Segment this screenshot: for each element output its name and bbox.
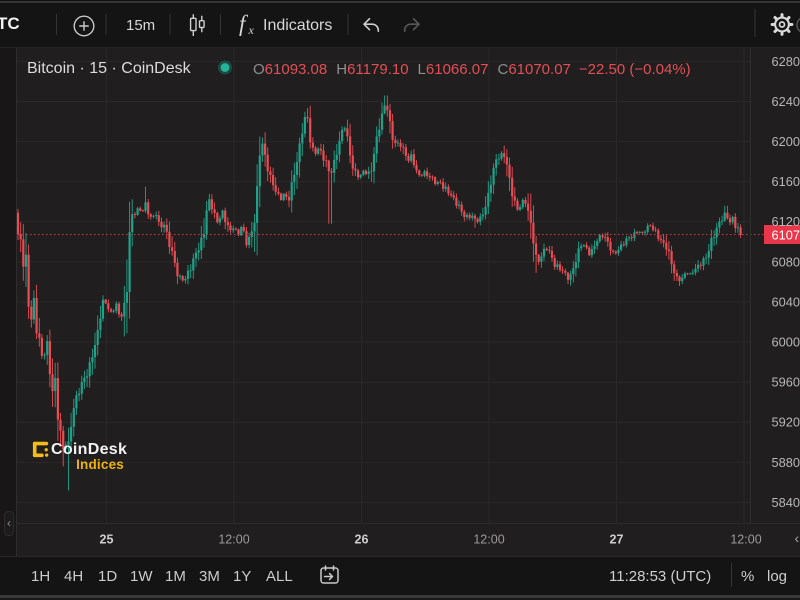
svg-text:12:00: 12:00: [730, 533, 761, 547]
svg-text:27: 27: [610, 533, 624, 547]
svg-text:f: f: [239, 11, 249, 36]
svg-text:12:00: 12:00: [473, 533, 504, 547]
svg-text:61600: 61600: [772, 174, 800, 189]
svg-text:25: 25: [100, 533, 114, 547]
svg-text:61070: 61070: [772, 228, 800, 243]
svg-text:26: 26: [355, 533, 369, 547]
svg-text:12:00: 12:00: [218, 533, 249, 547]
svg-text:61200: 61200: [772, 214, 800, 229]
svg-text:62000: 62000: [772, 134, 800, 149]
svg-text:59600: 59600: [772, 375, 800, 390]
svg-text:58800: 58800: [772, 455, 800, 470]
svg-text:60400: 60400: [772, 294, 800, 309]
svg-text:‹: ‹: [795, 530, 800, 546]
svg-text:x: x: [248, 23, 255, 37]
svg-text:60000: 60000: [772, 335, 800, 350]
svg-text:60800: 60800: [772, 254, 800, 269]
svg-text:59200: 59200: [772, 415, 800, 430]
svg-text:58400: 58400: [772, 495, 800, 510]
svg-text:62400: 62400: [772, 94, 800, 109]
svg-text:62800: 62800: [772, 54, 800, 69]
